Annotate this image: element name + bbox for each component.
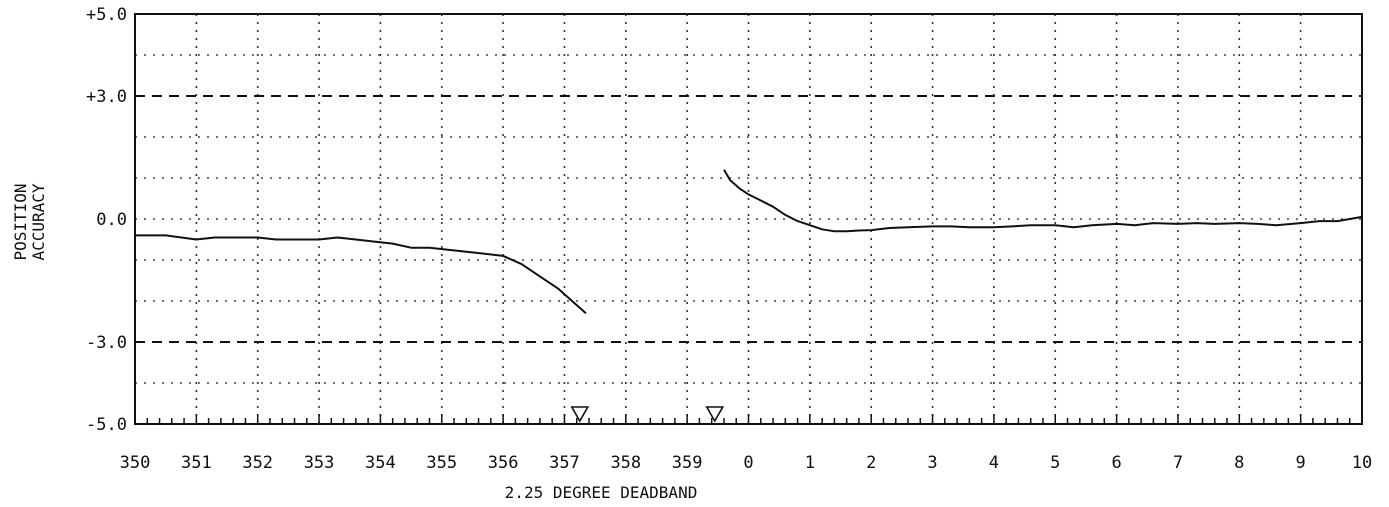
y-tick-label: -3.0	[86, 333, 127, 353]
x-tick-label: 5	[1050, 453, 1060, 473]
x-tick-label: 9	[1296, 453, 1306, 473]
series-line	[723, 169, 1363, 233]
y-tick-label: +3.0	[86, 87, 127, 107]
x-tick-label: 353	[304, 453, 335, 473]
x-tick-label: 10	[1352, 453, 1372, 473]
x-tick-label: 4	[989, 453, 999, 473]
deadband-markers	[570, 406, 725, 423]
x-tick-label: 8	[1234, 453, 1244, 473]
series-line	[135, 234, 587, 315]
grid-lines	[135, 14, 1362, 424]
x-tick-label: 358	[610, 453, 641, 473]
deadband-marker	[570, 406, 590, 423]
y-axis-label-line2: ACCURACY	[29, 183, 48, 260]
x-tick-label: 350	[120, 453, 151, 473]
x-tick-label: 0	[743, 453, 753, 473]
x-tick-label: 354	[365, 453, 396, 473]
x-tick-label: 1	[805, 453, 815, 473]
x-tick-label: 355	[426, 453, 457, 473]
x-tick-label: 356	[488, 453, 519, 473]
x-minor-ticks	[134, 414, 1363, 424]
y-axis-label-line1: POSITION	[11, 183, 30, 260]
x-tick-label: 6	[1111, 453, 1121, 473]
x-tick-label: 3	[927, 453, 937, 473]
x-tick-labels: 350 351 352 353 354 355 356 357 358 359 0 1 2 3 4 5 6 7 8 9…	[120, 453, 1373, 473]
x-tick-label: 7	[1173, 453, 1183, 473]
data-series	[135, 169, 1363, 315]
x-tick-label: 2	[866, 453, 876, 473]
x-tick-label: 351	[181, 453, 212, 473]
x-tick-label: 359	[672, 453, 703, 473]
x-tick-label: 352	[242, 453, 273, 473]
x-tick-label: 357	[549, 453, 580, 473]
limit-lines	[135, 95, 1362, 343]
y-tick-label: +5.0	[86, 5, 127, 25]
y-tick-label: 0.0	[96, 210, 127, 230]
x-axis-label: 2.25 DEGREE DEADBAND	[505, 483, 698, 502]
y-tick-label: -5.0	[86, 415, 127, 435]
deadband-marker	[705, 406, 725, 423]
y-tick-labels: +5.0 +3.0 0.0 -3.0 -5.0	[86, 5, 127, 435]
